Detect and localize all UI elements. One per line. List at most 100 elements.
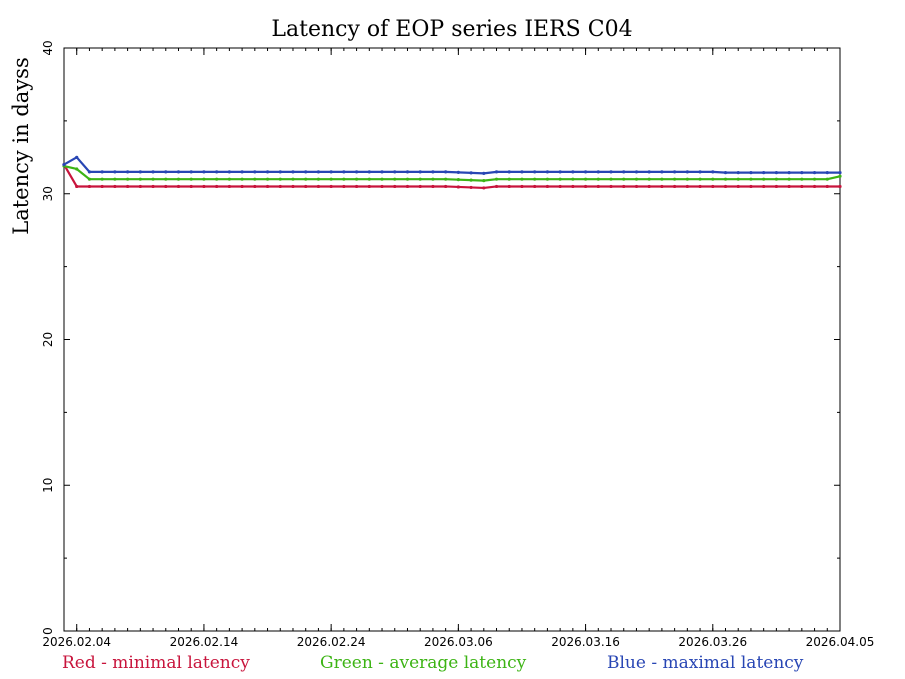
data-point bbox=[202, 177, 206, 181]
data-point bbox=[609, 177, 613, 181]
data-point bbox=[138, 177, 142, 181]
data-point bbox=[838, 174, 842, 178]
data-point bbox=[354, 184, 359, 189]
x-tick-label: 2026.03.26 bbox=[678, 635, 747, 649]
data-point bbox=[596, 184, 600, 189]
data-point bbox=[354, 170, 359, 174]
data-point bbox=[316, 177, 321, 181]
data-point bbox=[405, 177, 410, 181]
data-point bbox=[291, 177, 295, 181]
data-point bbox=[673, 170, 677, 174]
data-point bbox=[87, 184, 92, 189]
data-point bbox=[583, 170, 588, 174]
data-point bbox=[723, 171, 728, 175]
data-point bbox=[215, 170, 219, 174]
data-point bbox=[749, 184, 753, 189]
x-tick-label: 2026.02.14 bbox=[170, 635, 239, 649]
data-point bbox=[749, 177, 753, 181]
data-point bbox=[62, 163, 66, 167]
data-point bbox=[800, 171, 804, 175]
data-point bbox=[418, 184, 422, 189]
data-point bbox=[469, 178, 473, 182]
data-point bbox=[812, 171, 817, 175]
data-point bbox=[456, 170, 460, 174]
data-point bbox=[482, 186, 486, 190]
y-tick-label: 10 bbox=[41, 478, 55, 493]
data-point bbox=[291, 170, 295, 174]
data-point bbox=[494, 177, 499, 181]
data-point bbox=[787, 177, 791, 181]
axis-ticks bbox=[63, 47, 841, 632]
data-point bbox=[304, 170, 308, 174]
legend-blue: Blue - maximal latency bbox=[607, 653, 804, 673]
data-point bbox=[685, 184, 689, 189]
data-point bbox=[533, 184, 537, 189]
data-point bbox=[164, 184, 168, 189]
data-point bbox=[113, 170, 117, 174]
data-point bbox=[304, 177, 308, 181]
series-group bbox=[62, 155, 842, 190]
data-point bbox=[647, 177, 651, 181]
data-point bbox=[711, 184, 715, 189]
data-point bbox=[482, 171, 486, 175]
data-point bbox=[698, 170, 702, 174]
data-point bbox=[736, 171, 740, 175]
data-point bbox=[342, 170, 346, 174]
data-point bbox=[774, 177, 778, 181]
data-point bbox=[571, 170, 575, 174]
data-point bbox=[138, 184, 142, 189]
data-point bbox=[711, 170, 715, 174]
data-point bbox=[800, 184, 804, 189]
data-point bbox=[749, 171, 753, 175]
data-point bbox=[545, 177, 550, 181]
data-point bbox=[240, 184, 244, 189]
data-point bbox=[673, 177, 677, 181]
data-point bbox=[176, 170, 181, 174]
data-point bbox=[189, 170, 193, 174]
data-point bbox=[838, 184, 842, 189]
series-line-2 bbox=[63, 156, 840, 175]
data-point bbox=[647, 184, 651, 189]
data-point bbox=[75, 184, 79, 189]
data-point bbox=[533, 177, 537, 181]
data-point bbox=[253, 170, 257, 174]
data-point bbox=[507, 170, 511, 174]
data-point bbox=[253, 184, 257, 189]
data-point bbox=[634, 184, 639, 189]
data-point bbox=[393, 170, 397, 174]
data-point bbox=[164, 177, 168, 181]
data-point bbox=[87, 170, 92, 174]
data-point bbox=[736, 184, 740, 189]
x-tick-label: 2026.04.05 bbox=[806, 635, 875, 649]
data-point bbox=[723, 177, 728, 181]
data-point bbox=[444, 170, 448, 174]
data-point bbox=[596, 177, 600, 181]
data-point bbox=[113, 184, 117, 189]
data-point bbox=[660, 177, 664, 181]
data-point bbox=[354, 177, 359, 181]
data-point bbox=[367, 170, 371, 174]
data-point bbox=[316, 184, 321, 189]
data-point bbox=[774, 184, 778, 189]
data-point bbox=[240, 177, 244, 181]
data-point bbox=[825, 171, 829, 175]
data-point bbox=[329, 170, 333, 174]
data-point bbox=[507, 177, 511, 181]
data-point bbox=[202, 170, 206, 174]
data-point bbox=[329, 177, 333, 181]
data-point bbox=[685, 177, 689, 181]
chart-title: Latency of EOP series IERS C04 bbox=[271, 17, 632, 42]
data-point bbox=[609, 184, 613, 189]
data-point bbox=[622, 170, 626, 174]
data-point bbox=[240, 170, 244, 174]
data-point bbox=[151, 177, 155, 181]
data-point bbox=[329, 184, 333, 189]
data-point bbox=[698, 184, 702, 189]
data-point bbox=[126, 170, 130, 174]
data-point bbox=[176, 184, 181, 189]
data-point bbox=[151, 184, 155, 189]
data-point bbox=[265, 170, 270, 174]
data-point bbox=[787, 171, 791, 175]
data-point bbox=[380, 170, 384, 174]
data-point bbox=[774, 171, 778, 175]
